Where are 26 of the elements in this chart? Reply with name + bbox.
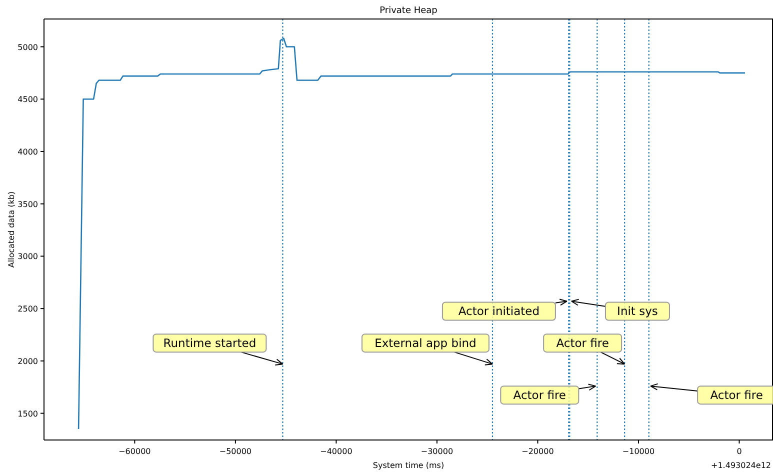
y-tick-label: 4500 <box>18 95 38 104</box>
x-tick-label: 0 <box>736 447 742 456</box>
x-tick-label: −10000 <box>622 447 655 456</box>
chart-title: Private Heap <box>380 6 438 16</box>
x-tick-label: −60000 <box>118 447 151 456</box>
x-tick-label: −20000 <box>522 447 554 456</box>
annotation: Actor fire <box>710 388 763 402</box>
x-tick-label: −40000 <box>320 447 352 456</box>
x-tick-label: −30000 <box>420 447 454 456</box>
y-tick-label: 3000 <box>18 252 38 262</box>
annotation: Init sys <box>617 304 658 318</box>
y-tick-label: 4000 <box>18 147 38 156</box>
x-tick-label: −50000 <box>219 447 252 456</box>
y-tick-label: 1500 <box>18 409 38 418</box>
annotation: Actor fire <box>513 388 566 402</box>
y-axis-title: Allocated data (kb) <box>7 191 16 268</box>
text: +1.493024e12 <box>711 461 771 470</box>
annotation: Runtime started <box>163 336 256 350</box>
annotation: Actor fire <box>556 336 609 350</box>
y-tick-label: 2500 <box>18 304 38 314</box>
annotation: Actor initiated <box>458 304 540 318</box>
y-tick-label: 5000 <box>18 42 38 52</box>
x-axis-title: System time (ms) <box>372 461 444 470</box>
y-tick-label: 3500 <box>18 200 38 209</box>
annotation: External app bind <box>374 336 476 350</box>
y-tick-label: 2000 <box>18 356 38 366</box>
